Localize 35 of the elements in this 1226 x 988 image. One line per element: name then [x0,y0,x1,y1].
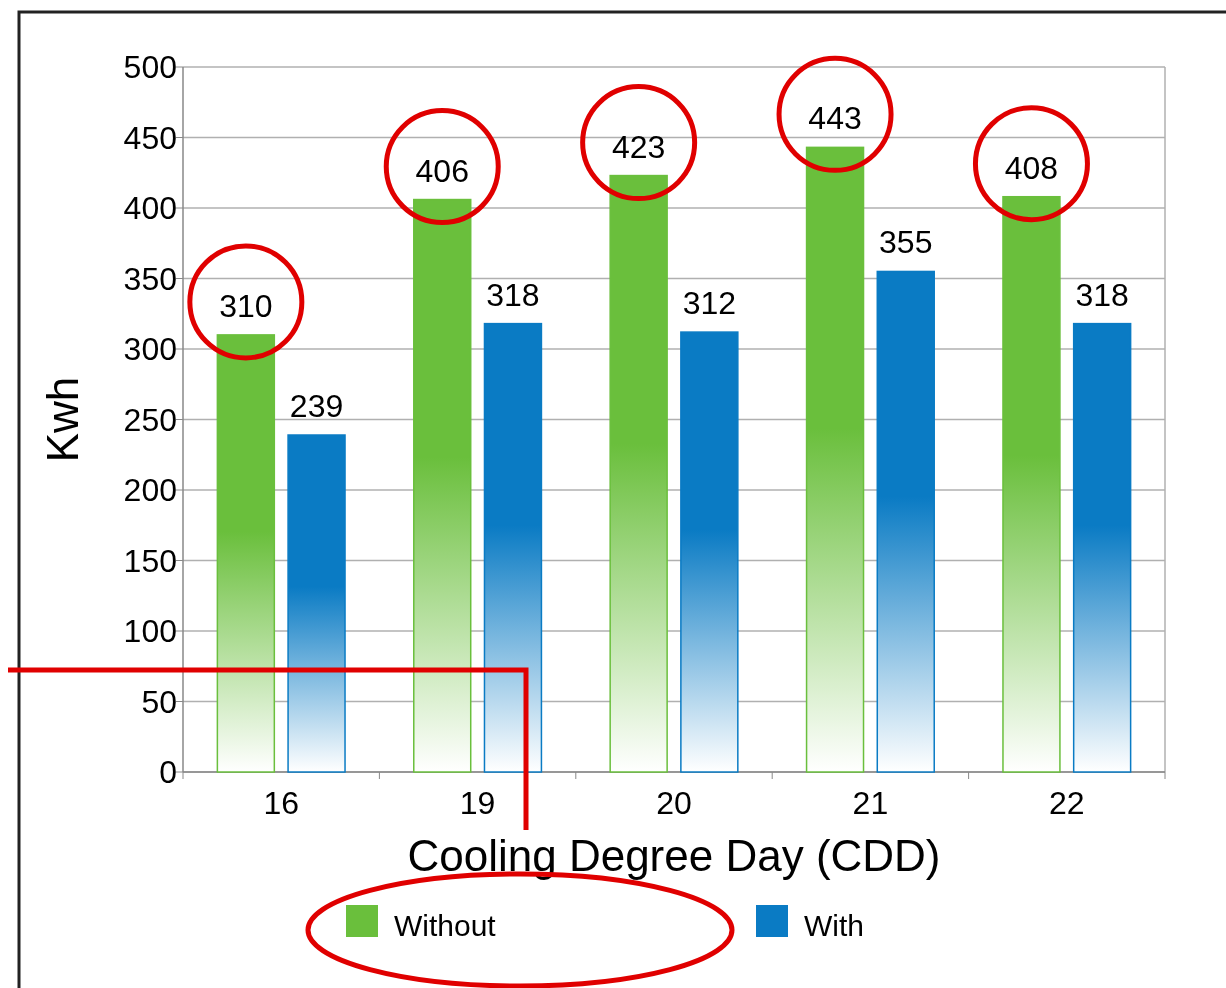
data-label: 310 [219,287,273,324]
y-tick-label: 300 [123,331,177,368]
y-tick-label: 0 [159,754,177,791]
data-label: 423 [611,128,666,165]
bar [1072,322,1132,773]
y-tick-label: 450 [123,119,177,156]
x-tick-label: 20 [656,785,692,821]
y-tick-label: 250 [123,401,177,438]
data-label: 406 [415,152,469,189]
data-label: 318 [486,276,540,313]
y-axis-title: Kwh [38,376,87,463]
bar [483,322,543,773]
bar [287,434,346,773]
x-tick-label: 16 [263,785,299,821]
y-tick-label: 350 [123,260,177,297]
data-label: 318 [1075,276,1129,313]
y-tick-label: 100 [123,613,177,650]
legend-label: Without [394,909,497,942]
bar [680,331,739,773]
x-tick-label: 22 [1049,785,1085,821]
data-label: 408 [1004,149,1059,186]
legend-label: With [804,909,864,942]
bar [876,270,935,773]
y-tick-label: 50 [141,683,177,720]
data-label: 239 [289,388,344,425]
x-tick-label: 21 [852,785,889,821]
data-label: 355 [879,224,933,261]
y-tick-label: 150 [123,542,177,579]
y-tick-label: 400 [123,190,177,227]
data-label: 312 [682,285,737,322]
y-tick-label: 500 [123,49,177,86]
x-axis-title: Cooling Degree Day (CDD) [407,831,941,880]
y-tick-label: 200 [123,472,177,509]
x-tick-label: 19 [459,785,496,821]
data-label: 443 [808,100,862,137]
